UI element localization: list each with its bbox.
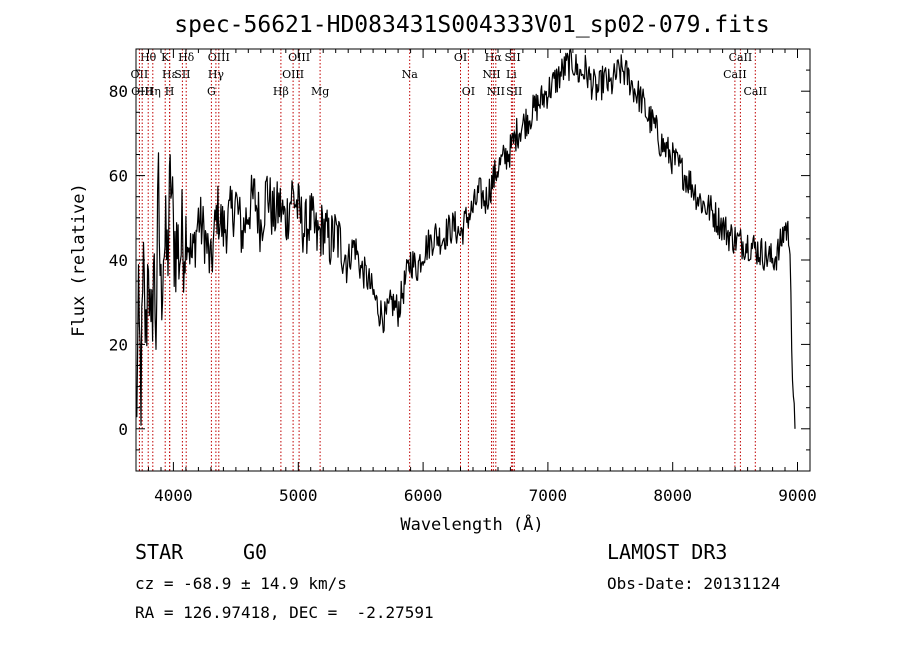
y-tick-label: 20 bbox=[109, 335, 128, 354]
spectral-line-label: OIII bbox=[288, 51, 310, 64]
x-tick-label: 6000 bbox=[404, 486, 443, 505]
spectral-line-label: OI bbox=[454, 51, 467, 64]
y-tick-label: 40 bbox=[109, 251, 128, 270]
survey-name: LAMOST DR3 bbox=[607, 540, 728, 564]
spectral-line-label: Na bbox=[402, 68, 419, 81]
redshift-cz: cz = -68.9 ± 14.9 km/s bbox=[135, 574, 347, 593]
spectral-line-label: NII bbox=[487, 85, 505, 98]
spectral-line-label: Mg bbox=[311, 85, 329, 98]
spectral-line-label: CaII bbox=[723, 68, 747, 81]
spectral-line-label: Hα bbox=[485, 51, 503, 64]
spectral-line-label: Hβ bbox=[273, 85, 289, 98]
subclass: G0 bbox=[243, 540, 268, 564]
spectral-line-label: NII bbox=[482, 68, 500, 81]
spectrum-line bbox=[135, 48, 796, 429]
spectral-line-label: OII bbox=[131, 68, 149, 81]
spectral-line-label: Hγ bbox=[208, 68, 225, 81]
observation-date: Obs-Date: 20131124 bbox=[607, 574, 781, 593]
spectral-line-label: CaII bbox=[743, 85, 767, 98]
chart-title: spec-56621-HD083431S004333V01_sp02-079.f… bbox=[174, 12, 769, 38]
spectral-line-label: G bbox=[207, 85, 216, 98]
x-tick-label: 4000 bbox=[154, 486, 193, 505]
spectral-line-label: SII bbox=[174, 68, 190, 81]
y-tick-label: 80 bbox=[109, 82, 128, 101]
x-tick-label: 8000 bbox=[653, 486, 692, 505]
spectral-line-label: K bbox=[161, 51, 170, 64]
spectral-line-label: SII bbox=[506, 85, 522, 98]
spectral-line-label: OIII bbox=[208, 51, 230, 64]
spectral-line-label: Hη bbox=[145, 85, 161, 98]
y-axis-label: Flux (relative) bbox=[69, 183, 89, 337]
spectral-line-label: H bbox=[165, 85, 175, 98]
class-type: STAR bbox=[135, 540, 184, 564]
spectral-line-label: OI bbox=[462, 85, 475, 98]
spectral-line-label: SII bbox=[504, 51, 520, 64]
x-axis-label: Wavelength (Å) bbox=[400, 513, 543, 535]
axes-frame bbox=[135, 48, 811, 472]
coordinates: RA = 126.97418, DEC = -2.27591 bbox=[135, 603, 434, 622]
x-tick-label: 7000 bbox=[529, 486, 568, 505]
spectral-line-label: Hδ bbox=[178, 51, 195, 64]
spectral-line-label: OIII bbox=[282, 68, 304, 81]
x-tick-label: 5000 bbox=[279, 486, 318, 505]
y-tick-label: 0 bbox=[118, 420, 128, 439]
y-tick-label: 60 bbox=[109, 167, 128, 186]
x-tick-label: 9000 bbox=[778, 486, 817, 505]
spectral-line-label: CaII bbox=[729, 51, 753, 64]
spectral-line-label: Li bbox=[506, 68, 517, 81]
